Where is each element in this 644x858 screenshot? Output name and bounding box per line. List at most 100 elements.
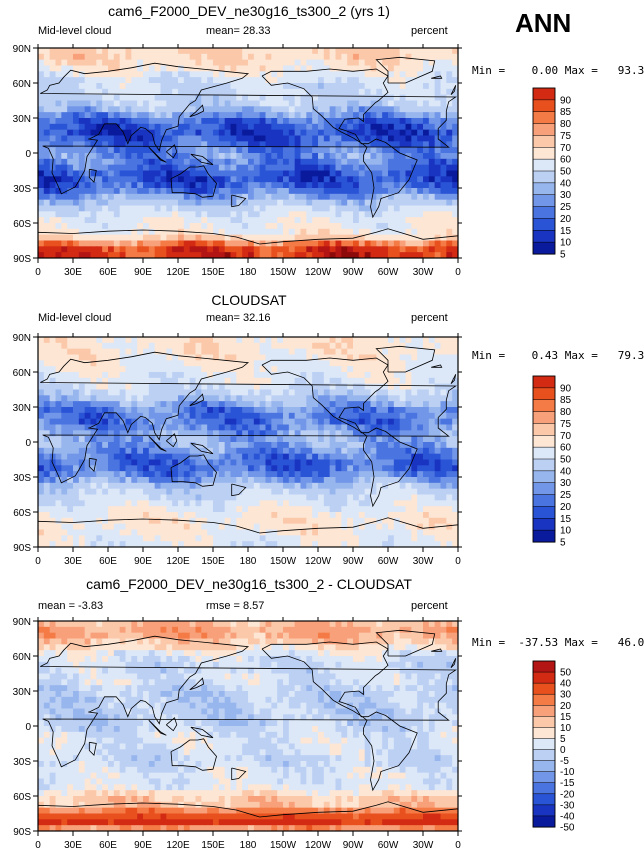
field-cell (49, 372, 57, 379)
field-cell (329, 199, 337, 207)
field-cell (417, 48, 424, 55)
field-cell (96, 240, 103, 247)
field-cell (323, 228, 331, 236)
field-cell (125, 211, 132, 218)
field-cell (183, 48, 191, 55)
field-cell (428, 430, 436, 437)
field-cell (90, 430, 97, 437)
field-cell (428, 135, 436, 142)
field-cell (242, 199, 249, 207)
field-cell (207, 223, 214, 230)
field-cell (358, 141, 366, 148)
field-cell (300, 342, 307, 350)
field-cell (148, 100, 156, 107)
field-cell (428, 240, 436, 247)
field-cell (201, 500, 208, 507)
field-cell (84, 53, 92, 61)
field-cell (137, 193, 144, 201)
field-cell (306, 360, 313, 367)
field-cell (90, 407, 97, 414)
field-cell (90, 372, 97, 379)
field-cell (96, 65, 103, 72)
field-cell (108, 471, 115, 478)
field-cell (323, 337, 331, 344)
field-cell (96, 246, 103, 253)
field-cell (294, 129, 302, 137)
field-cell (271, 153, 278, 160)
field-cell (43, 395, 51, 402)
field-cell (137, 188, 144, 195)
field-cell (288, 170, 296, 177)
field-cell (242, 153, 249, 160)
field-cell (248, 407, 255, 414)
field-cell (259, 141, 267, 148)
field-cell (108, 199, 115, 207)
field-cell (195, 205, 202, 212)
field-cell (213, 223, 220, 230)
field-cell (417, 223, 424, 230)
field-cell (230, 252, 237, 258)
field-cell (341, 372, 348, 379)
field-cell (405, 188, 412, 195)
field-cell (49, 65, 57, 72)
field-cell (306, 240, 313, 247)
field-cell (125, 53, 132, 61)
field-cell (446, 65, 453, 72)
field-cell (207, 482, 214, 490)
field-cell (329, 182, 337, 189)
field-cell (294, 360, 302, 367)
field-cell (102, 252, 109, 258)
field-cell (183, 477, 191, 484)
field-cell (61, 517, 68, 525)
field-cell (102, 106, 109, 113)
field-cell (353, 465, 360, 472)
field-cell (102, 153, 109, 160)
field-cell (113, 123, 121, 131)
field-cell (364, 418, 372, 426)
field-cell (283, 164, 290, 172)
field-cell (452, 223, 458, 230)
field-cell (242, 424, 249, 431)
field-cell (294, 211, 302, 218)
field-cell (90, 447, 97, 455)
field-cell (288, 53, 296, 61)
field-cell (323, 94, 331, 102)
field-cell (434, 94, 442, 102)
field-cell (405, 246, 412, 253)
field-cell (55, 205, 62, 212)
field-cell (224, 488, 232, 496)
field-cell (388, 401, 395, 408)
field-cell (119, 517, 127, 525)
field-cell (113, 389, 121, 396)
field-cell (96, 482, 103, 490)
field-cell (347, 482, 354, 490)
field-cell (312, 228, 319, 236)
field-cell (230, 348, 237, 356)
field-cell (96, 447, 103, 455)
field-cell (434, 205, 442, 212)
field-cell (213, 337, 220, 344)
field-cell (341, 100, 348, 107)
field-cell (417, 477, 424, 484)
field-cell (283, 407, 290, 414)
field-cell (49, 240, 57, 247)
field-cell (119, 170, 127, 177)
field-cell (78, 430, 86, 437)
field-cell (43, 100, 51, 107)
field-cell (440, 147, 447, 154)
field-cell (90, 436, 97, 443)
field-cell (347, 366, 354, 373)
field-cell (119, 412, 127, 420)
field-cell (376, 182, 383, 189)
field-cell (137, 407, 144, 414)
field-cell (207, 176, 214, 183)
field-cell (393, 354, 401, 361)
field-cell (230, 436, 237, 443)
field-cell (160, 436, 167, 443)
field-cell (318, 94, 325, 102)
panel-1: 0 30E 60E 90E 120E 150E 180 150W 120W 90W 60W 30W 09… (13, 44, 572, 278)
field-cell (382, 59, 389, 67)
field-cell (90, 342, 97, 350)
x-tick-label: 150E (201, 267, 225, 278)
field-cell (178, 205, 185, 212)
